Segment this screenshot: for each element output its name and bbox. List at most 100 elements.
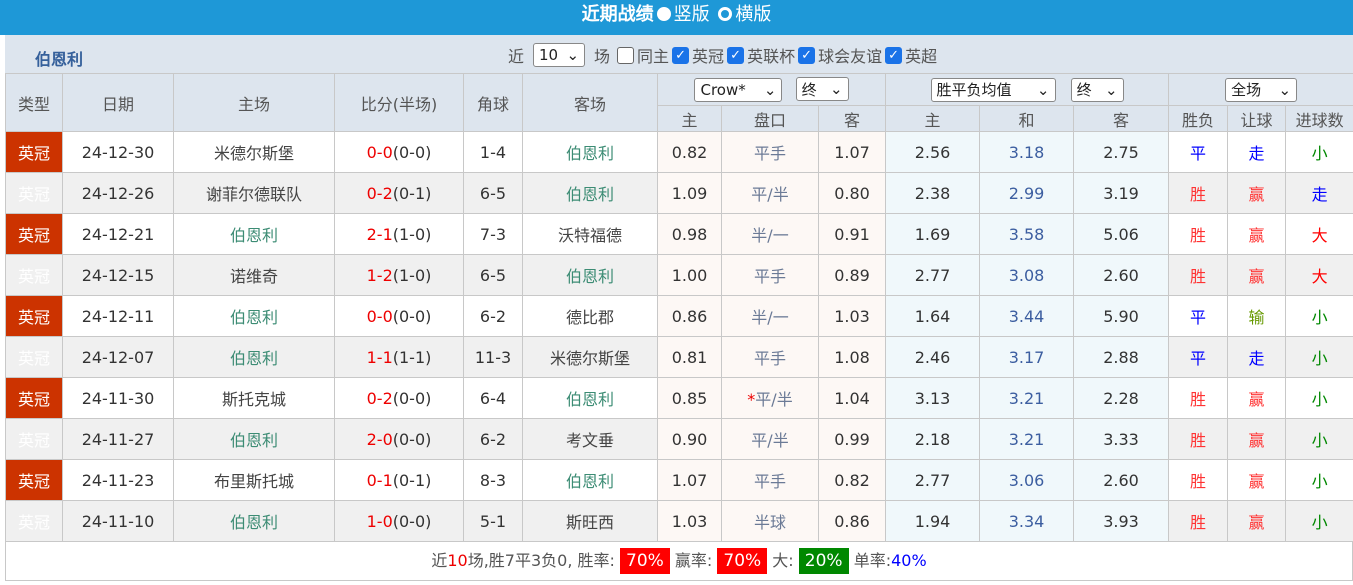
asian-home-odds: 0.82 — [657, 131, 722, 173]
league-badge[interactable]: 英冠 — [5, 172, 63, 214]
home-team[interactable]: 谢菲尔德联队 — [173, 172, 335, 214]
same-home-checkbox[interactable] — [617, 46, 635, 64]
away-team-name[interactable]: 伯恩利 — [565, 267, 614, 286]
chevron-down-icon: ⌄ — [1036, 80, 1050, 99]
match-date: 24-12-30 — [62, 131, 174, 173]
asian-away-odds: 1.04 — [817, 377, 887, 419]
asian-company-select[interactable]: Crow* ⌄ — [694, 77, 783, 102]
home-team-name[interactable]: 诺维奇 — [229, 267, 278, 286]
goals-result: 小 — [1285, 295, 1353, 337]
home-team[interactable]: 伯恩利 — [173, 500, 335, 542]
match-date: 24-12-07 — [62, 336, 174, 378]
away-team[interactable]: 沃特福德 — [522, 213, 658, 255]
home-team-name[interactable]: 伯恩利 — [229, 513, 278, 532]
handicap-result: 赢 — [1227, 418, 1287, 460]
table-row: 英冠 24-12-21 伯恩利 2-1(1-0) 7-3 沃特福德 0.98 半… — [5, 213, 1353, 255]
home-team-name[interactable]: 布里斯托城 — [213, 472, 294, 491]
home-team-name[interactable]: 伯恩利 — [229, 226, 278, 245]
count-select[interactable]: 10 ⌄ — [533, 43, 586, 67]
filter-bar: 伯恩利 近 10 ⌄ 场 同主 ✓ 英冠 ✓ 英联杯 ✓ 球会友谊 ✓ 英超 — [5, 35, 1353, 73]
away-team-name[interactable]: 伯恩利 — [565, 144, 614, 163]
away-team[interactable]: 伯恩利 — [522, 377, 658, 419]
handicap-result: 赢 — [1227, 500, 1287, 542]
league-label: 球会友谊 — [818, 47, 883, 66]
handicap-result: 赢 — [1227, 377, 1287, 419]
score: 1-0(0-0) — [334, 500, 464, 542]
col-score: 比分(半场) — [334, 73, 464, 132]
home-team[interactable]: 伯恩利 — [173, 336, 335, 378]
league-checkbox-0[interactable]: ✓ — [672, 46, 690, 64]
league-badge[interactable]: 英冠 — [5, 213, 63, 255]
home-team-name[interactable]: 伯恩利 — [229, 349, 278, 368]
asian-away-odds: 0.82 — [817, 459, 887, 501]
away-team-name[interactable]: 米德尔斯堡 — [549, 349, 630, 368]
goals-result: 小 — [1285, 336, 1353, 378]
chevron-down-icon: ⌄ — [1278, 80, 1292, 99]
away-team[interactable]: 伯恩利 — [522, 131, 658, 173]
league-badge[interactable]: 英冠 — [5, 295, 63, 337]
away-team[interactable]: 伯恩利 — [522, 459, 658, 501]
home-team[interactable]: 米德尔斯堡 — [173, 131, 335, 173]
euro-away-odds: 5.06 — [1073, 213, 1170, 255]
euro-type-select[interactable]: 胜平负均值 ⌄ — [930, 77, 1056, 102]
home-team[interactable]: 诺维奇 — [173, 254, 335, 296]
league-badge[interactable]: 英冠 — [5, 336, 63, 378]
euro-away-odds: 2.88 — [1073, 336, 1170, 378]
scope-select[interactable]: 全场 ⌄ — [1225, 77, 1298, 102]
away-team[interactable]: 斯旺西 — [522, 500, 658, 542]
league-badge[interactable]: 英冠 — [5, 377, 63, 419]
away-team-name[interactable]: 德比郡 — [565, 308, 614, 327]
home-team[interactable]: 布里斯托城 — [173, 459, 335, 501]
home-team[interactable]: 伯恩利 — [173, 213, 335, 255]
col-result: 胜负 — [1168, 105, 1229, 132]
score: 0-0(0-0) — [334, 131, 464, 173]
away-team[interactable]: 伯恩利 — [522, 172, 658, 214]
league-checkbox-3[interactable]: ✓ — [885, 46, 903, 64]
home-team[interactable]: 伯恩利 — [173, 418, 335, 460]
euro-state-select[interactable]: 终 ⌄ — [1070, 77, 1124, 102]
home-team[interactable]: 伯恩利 — [173, 295, 335, 337]
radio-horizontal[interactable] — [718, 7, 733, 21]
euro-home-odds: 2.77 — [885, 254, 981, 296]
away-team-name[interactable]: 沃特福德 — [557, 226, 622, 245]
goals-result: 小 — [1285, 418, 1353, 460]
away-team[interactable]: 米德尔斯堡 — [522, 336, 658, 378]
league-badge[interactable]: 英冠 — [5, 459, 63, 501]
home-team[interactable]: 斯托克城 — [173, 377, 335, 419]
league-checkbox-1[interactable]: ✓ — [727, 46, 745, 64]
league-checkbox-2[interactable]: ✓ — [798, 46, 816, 64]
score: 0-2(0-0) — [334, 377, 464, 419]
league-badge[interactable]: 英冠 — [5, 254, 63, 296]
league-badge[interactable]: 英冠 — [5, 131, 63, 173]
half-score: (0-0) — [392, 142, 432, 162]
home-team-name[interactable]: 斯托克城 — [221, 390, 286, 409]
away-team[interactable]: 伯恩利 — [522, 254, 658, 296]
euro-state-value: 终 — [1076, 81, 1092, 99]
home-team-name[interactable]: 伯恩利 — [229, 431, 278, 450]
summary-text: 大: — [772, 551, 794, 570]
league-badge[interactable]: 英冠 — [5, 418, 63, 460]
away-team-name[interactable]: 斯旺西 — [565, 513, 614, 532]
away-team-name[interactable]: 伯恩利 — [565, 472, 614, 491]
away-team[interactable]: 考文垂 — [522, 418, 658, 460]
away-team-name[interactable]: 伯恩利 — [565, 185, 614, 204]
home-team-name[interactable]: 米德尔斯堡 — [213, 144, 294, 163]
euro-draw-odds: 3.18 — [979, 131, 1075, 173]
result: 胜 — [1168, 213, 1229, 255]
half-score: (0-0) — [392, 429, 432, 449]
home-team-name[interactable]: 伯恩利 — [229, 308, 278, 327]
home-team-name[interactable]: 谢菲尔德联队 — [205, 185, 302, 204]
asian-line: 平手 — [721, 459, 819, 501]
away-team-name[interactable]: 伯恩利 — [565, 390, 614, 409]
col-asian-line: 盘口 — [721, 105, 819, 132]
col-euro-draw: 和 — [979, 105, 1075, 132]
asian-line: 平手 — [721, 254, 819, 296]
radio-vertical[interactable] — [656, 7, 671, 21]
league-badge[interactable]: 英冠 — [5, 500, 63, 542]
euro-draw-odds: 2.99 — [979, 172, 1075, 214]
asian-state-select[interactable]: 终 ⌄ — [795, 77, 849, 102]
away-team-name[interactable]: 考文垂 — [565, 431, 614, 450]
summary-bar: 近10场,胜7平3负0, 胜率: 70% 赢率: 70% 大: 20% 单率:4… — [5, 541, 1353, 581]
away-team[interactable]: 德比郡 — [522, 295, 658, 337]
euro-home-odds: 2.38 — [885, 172, 981, 214]
